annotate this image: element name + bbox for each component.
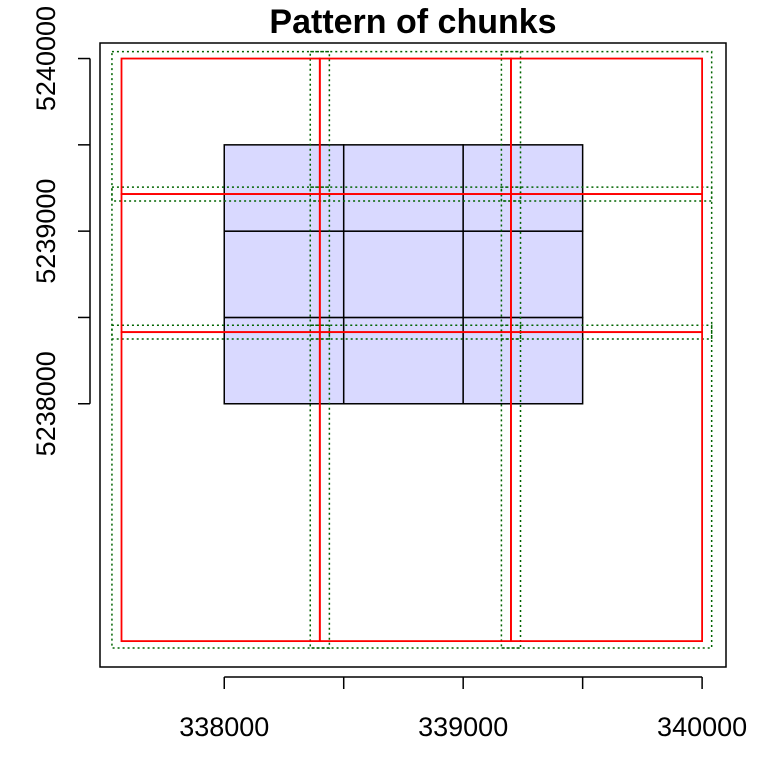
- chunk-buffers-layer: [111, 50, 713, 649]
- chunks-layer: [120, 57, 704, 643]
- tile: [462, 144, 584, 232]
- chunk-buffer: [500, 324, 713, 649]
- tile: [342, 316, 464, 405]
- chunk-buffer: [500, 186, 713, 340]
- tile: [342, 144, 464, 232]
- chart-title: Pattern of chunks: [269, 3, 556, 41]
- tiles-layer: [223, 144, 584, 405]
- plot-frame: [99, 42, 727, 668]
- y-axis: 5238000 5239000 5240000: [31, 6, 91, 456]
- tile: [462, 230, 584, 319]
- x-tick-label: 338000: [179, 712, 269, 742]
- y-tick-label: 5238000: [31, 351, 61, 456]
- chunk-buffer: [309, 186, 522, 340]
- tile: [342, 230, 464, 319]
- x-tick-label: 339000: [418, 712, 508, 742]
- y-tick-label: 5239000: [31, 179, 61, 284]
- tile: [462, 316, 584, 405]
- chunk-buffer: [111, 50, 331, 202]
- chunk-buffer: [309, 324, 522, 649]
- chunk-buffer: [309, 50, 522, 202]
- tile: [223, 316, 345, 405]
- chunk-buffer: [500, 50, 713, 202]
- chunk: [510, 57, 704, 195]
- y-tick-label: 5240000: [31, 6, 61, 111]
- tile: [223, 230, 345, 319]
- x-axis: 338000 339000 340000: [179, 676, 747, 742]
- x-tick-label: 340000: [657, 712, 747, 742]
- tile: [223, 144, 345, 232]
